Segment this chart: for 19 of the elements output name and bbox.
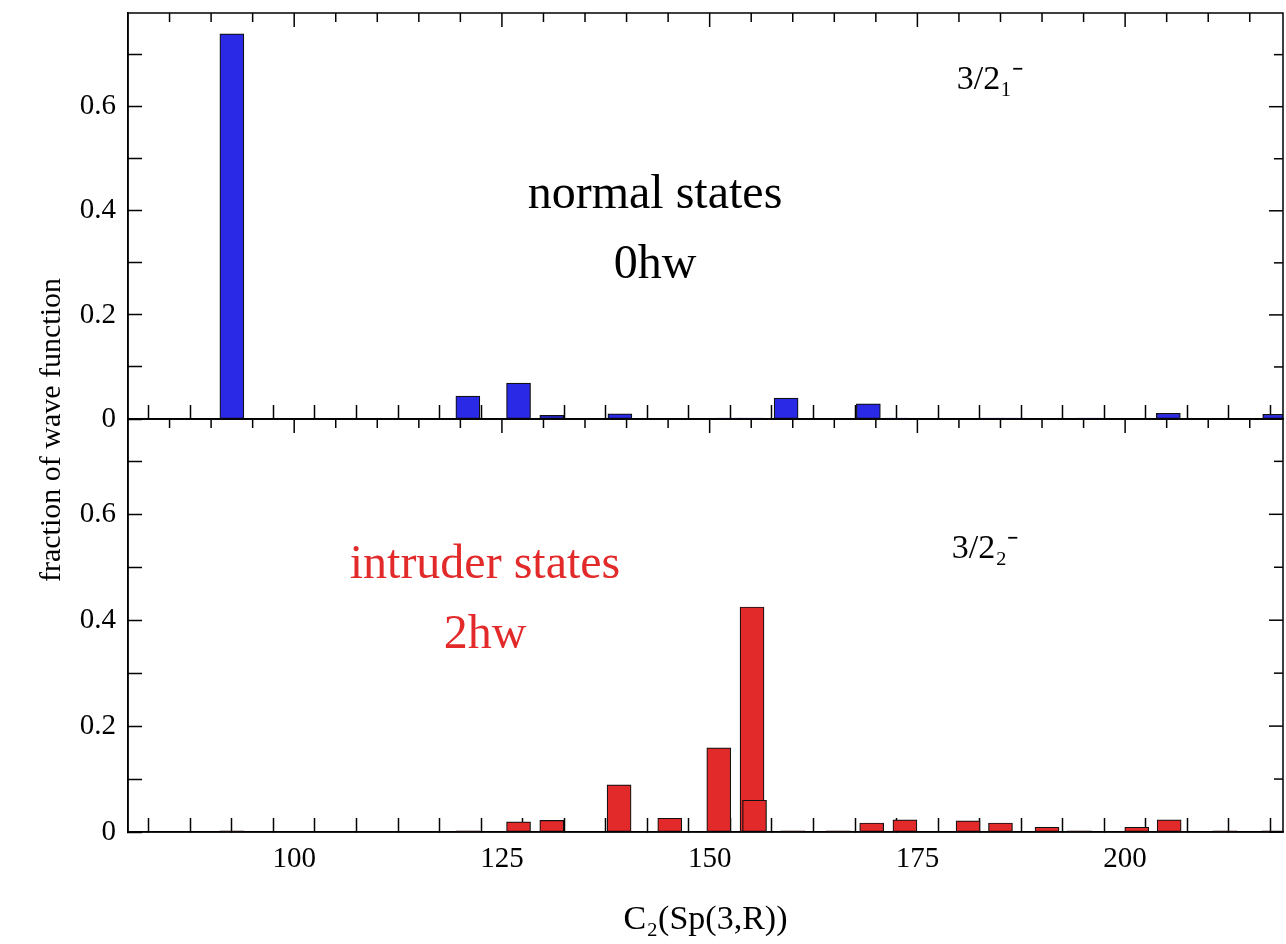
y-tick-label: 0 [101,400,116,433]
y-tick-label: 0.6 [79,495,116,528]
x-tick-label: 150 [687,841,732,874]
x-axis-title: C₂(Sp(3,R)) [623,898,788,937]
x-tick-label: 175 [895,841,940,874]
y-tick-label: 0.4 [79,192,117,225]
x-tick-label: 100 [272,841,316,874]
y-axis-title: fraction of wave function [33,277,67,583]
y-tick-label: 0 [101,813,116,846]
y-tick-label: 0.4 [79,601,117,634]
annotation: intruder states 2hw [349,534,621,658]
x-tick-label: 200 [1103,841,1147,874]
y-tick-label: 0.2 [79,296,116,329]
annotation: normal states 0hw [527,164,783,288]
annotation: 3/2₂⁻ [951,527,1019,565]
annotation: 3/2₁⁻ [956,58,1024,96]
y-tick-label: 0.2 [79,707,116,740]
x-tick-label: 125 [480,841,524,874]
y-tick-label: 0.6 [79,88,116,121]
